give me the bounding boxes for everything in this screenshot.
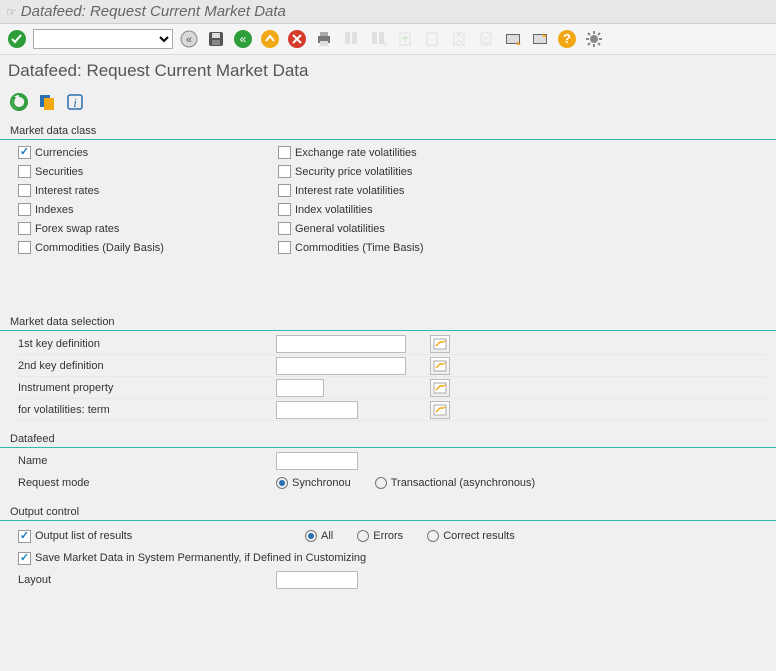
new-session-button[interactable] xyxy=(502,28,524,50)
group-title-market-data-selection: Market data selection xyxy=(0,314,776,331)
execute-button[interactable] xyxy=(8,91,30,113)
checkbox-commodities-daily[interactable] xyxy=(18,241,31,254)
window-title: Datafeed: Request Current Market Data xyxy=(21,3,286,20)
exit-button[interactable] xyxy=(259,28,281,50)
input-2nd-key[interactable] xyxy=(276,357,406,375)
command-field[interactable] xyxy=(33,29,173,49)
checkbox-interest-rate-vol[interactable] xyxy=(278,184,291,197)
checkbox-index-vol[interactable] xyxy=(278,203,291,216)
label-output-list: Output list of results xyxy=(35,530,305,542)
input-volatilities-term[interactable] xyxy=(276,401,358,419)
checkbox-output-list[interactable] xyxy=(18,530,31,543)
page-heading: Datafeed: Request Current Market Data xyxy=(0,55,776,87)
multi-select-1st-key[interactable] xyxy=(430,335,450,353)
collapse-button[interactable]: « xyxy=(178,28,200,50)
info-button[interactable]: i xyxy=(64,91,86,113)
checkbox-save-permanently[interactable] xyxy=(18,552,31,565)
input-datafeed-name[interactable] xyxy=(276,452,358,470)
checkbox-securities[interactable] xyxy=(18,165,31,178)
label-datafeed-name: Name xyxy=(18,455,276,467)
radio-errors[interactable]: Errors xyxy=(357,530,403,542)
radio-correct[interactable]: Correct results xyxy=(427,530,515,542)
main-toolbar: « « + ? xyxy=(0,24,776,55)
label-commodities-time: Commodities (Time Basis) xyxy=(295,242,424,254)
radio-transactional[interactable]: Transactional (asynchronous) xyxy=(375,477,536,489)
group-title-market-data-class: Market data class xyxy=(0,123,776,140)
prev-page-button xyxy=(421,28,443,50)
find-button xyxy=(340,28,362,50)
label-currencies: Currencies xyxy=(35,147,88,159)
label-security-price-vol: Security price volatilities xyxy=(295,166,412,178)
multi-select-instrument[interactable] xyxy=(430,379,450,397)
enter-button[interactable] xyxy=(6,28,28,50)
variant-button[interactable] xyxy=(36,91,58,113)
label-volatilities-term: for volatilities: term xyxy=(18,404,276,416)
svg-text:+: + xyxy=(383,39,387,48)
checkbox-security-price-vol[interactable] xyxy=(278,165,291,178)
label-forex-swap: Forex swap rates xyxy=(35,223,119,235)
svg-text:?: ? xyxy=(563,31,571,46)
input-1st-key[interactable] xyxy=(276,335,406,353)
radio-all[interactable]: All xyxy=(305,530,333,542)
input-instrument-property[interactable] xyxy=(276,379,324,397)
checkbox-interest-rates[interactable] xyxy=(18,184,31,197)
app-toolbar: i xyxy=(0,87,776,117)
checkbox-general-vol[interactable] xyxy=(278,222,291,235)
back-button[interactable]: « xyxy=(232,28,254,50)
label-interest-rate-vol: Interest rate volatilities xyxy=(295,185,404,197)
checkbox-currencies[interactable] xyxy=(18,146,31,159)
first-page-button xyxy=(394,28,416,50)
label-indexes: Indexes xyxy=(35,204,74,216)
svg-text:«: « xyxy=(240,32,247,46)
svg-text:«: « xyxy=(186,34,192,46)
radio-synchronous[interactable]: Synchronou xyxy=(276,477,351,489)
label-layout: Layout xyxy=(18,574,276,586)
group-title-output-control: Output control xyxy=(0,504,776,521)
input-layout[interactable] xyxy=(276,571,358,589)
window-title-bar: ☞ Datafeed: Request Current Market Data xyxy=(0,0,776,24)
checkbox-commodities-time[interactable] xyxy=(278,241,291,254)
label-save-permanently: Save Market Data in System Permanently, … xyxy=(35,552,366,564)
label-exchange-rate-vol: Exchange rate volatilities xyxy=(295,147,417,159)
help-button[interactable]: ? xyxy=(556,28,578,50)
market-data-class-grid: Currencies Exchange rate volatilities Se… xyxy=(18,146,766,254)
label-index-vol: Index volatilities xyxy=(295,204,373,216)
label-general-vol: General volatilities xyxy=(295,223,385,235)
group-title-datafeed: Datafeed xyxy=(0,431,776,448)
svg-text:i: i xyxy=(73,95,77,110)
find-next-button: + xyxy=(367,28,389,50)
label-instrument-property: Instrument property xyxy=(18,382,276,394)
multi-select-2nd-key[interactable] xyxy=(430,357,450,375)
checkbox-indexes[interactable] xyxy=(18,203,31,216)
print-button[interactable] xyxy=(313,28,335,50)
label-commodities-daily: Commodities (Daily Basis) xyxy=(35,242,164,254)
cancel-button[interactable] xyxy=(286,28,308,50)
label-securities: Securities xyxy=(35,166,83,178)
customize-button[interactable] xyxy=(583,28,605,50)
label-request-mode: Request mode xyxy=(18,477,276,489)
label-interest-rates: Interest rates xyxy=(35,185,99,197)
last-page-button xyxy=(475,28,497,50)
checkbox-exchange-rate-vol[interactable] xyxy=(278,146,291,159)
multi-select-term[interactable] xyxy=(430,401,450,419)
save-button[interactable] xyxy=(205,28,227,50)
label-2nd-key: 2nd key definition xyxy=(18,360,276,372)
next-page-button xyxy=(448,28,470,50)
checkbox-forex-swap[interactable] xyxy=(18,222,31,235)
shortcut-button[interactable] xyxy=(529,28,551,50)
window-icon: ☞ xyxy=(6,5,17,19)
label-1st-key: 1st key definition xyxy=(18,338,276,350)
